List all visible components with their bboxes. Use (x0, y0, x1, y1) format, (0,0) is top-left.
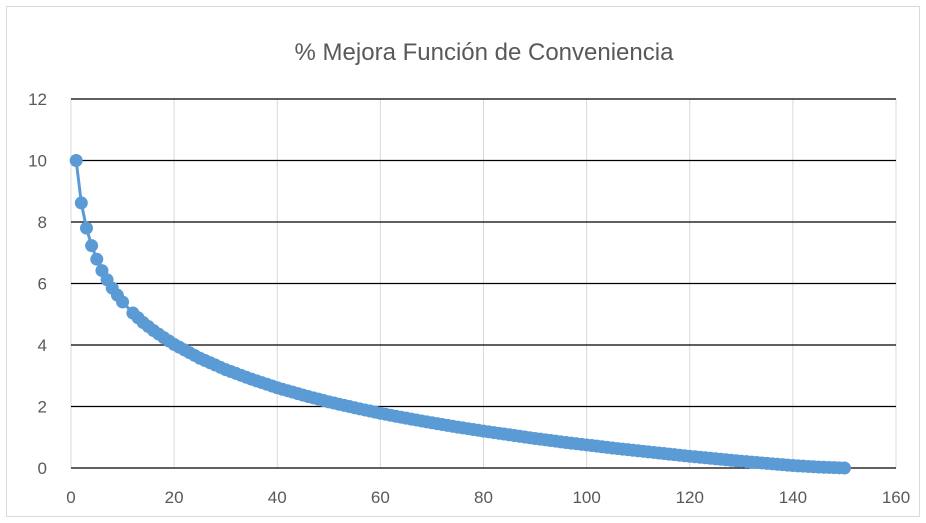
data-point (85, 239, 99, 253)
y-tick-label: 8 (38, 213, 47, 232)
data-point (74, 196, 88, 210)
x-tick-label: 100 (572, 488, 600, 507)
y-tick-label: 6 (38, 275, 47, 294)
data-point (116, 295, 130, 309)
x-tick-label: 120 (676, 488, 704, 507)
y-tick-label: 12 (28, 90, 47, 109)
data-point (69, 154, 83, 167)
x-tick-label: 80 (474, 488, 493, 507)
x-tick-label: 160 (882, 488, 910, 507)
y-tick-label: 4 (38, 336, 47, 355)
chart-area: % Mejora Función de Conveniencia 0 20 40 60… (6, 6, 920, 517)
x-tick-label: 140 (779, 488, 807, 507)
y-axis-tick-labels: 0 2 4 6 8 10 12 (28, 90, 47, 478)
y-tick-label: 10 (28, 152, 47, 171)
x-tick-label: 0 (66, 488, 75, 507)
line-chart: % Mejora Función de Conveniencia 0 20 40 60… (28, 39, 910, 507)
data-point (837, 461, 851, 475)
data-point (79, 221, 93, 235)
x-axis-tick-labels: 0 20 40 60 80 100 120 140 160 (66, 488, 910, 507)
x-tick-label: 60 (371, 488, 390, 507)
y-tick-label: 0 (38, 459, 47, 478)
y-tick-label: 2 (38, 398, 47, 417)
data-series (69, 154, 851, 475)
x-tick-label: 40 (268, 488, 287, 507)
x-tick-label: 20 (165, 488, 184, 507)
data-point (90, 252, 104, 266)
chart-title: % Mejora Función de Conveniencia (295, 39, 675, 66)
